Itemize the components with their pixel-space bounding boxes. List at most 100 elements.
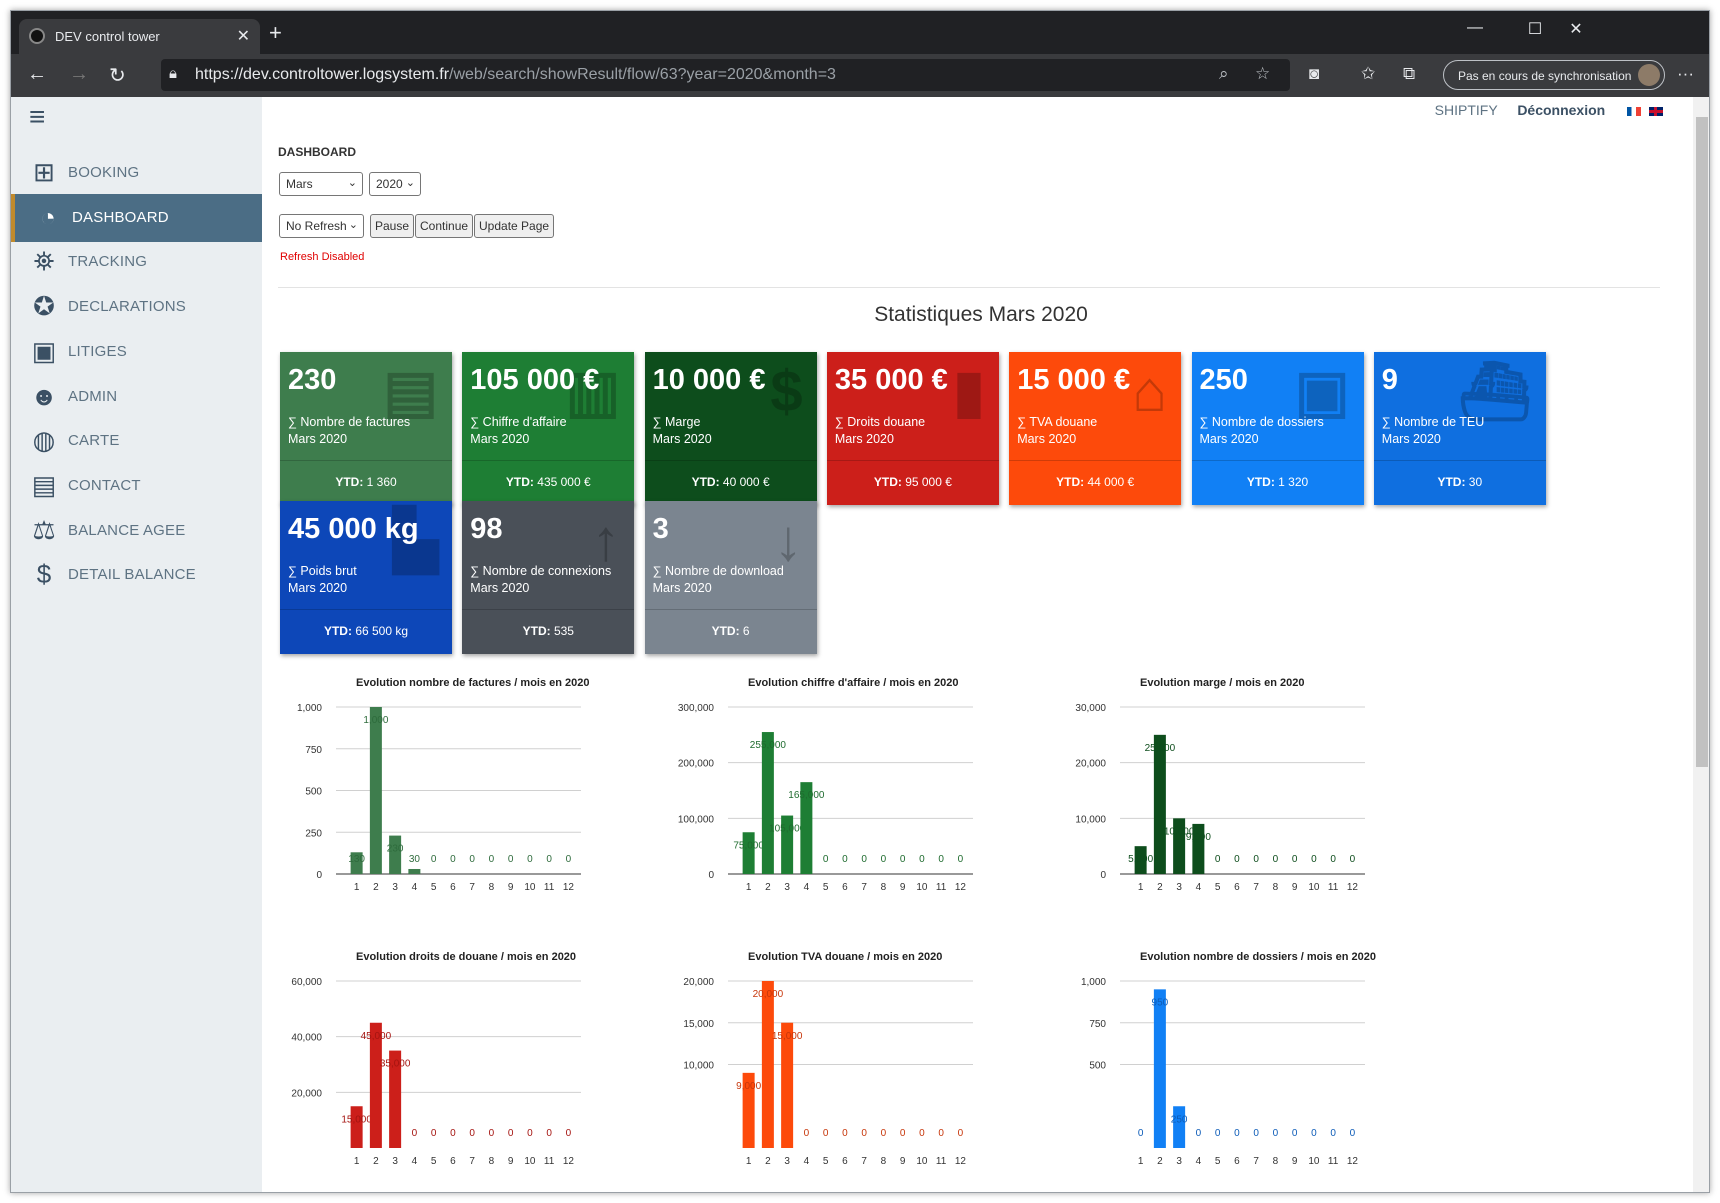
ytd-label: YTD:	[873, 475, 902, 489]
uk-flag-icon[interactable]	[1649, 106, 1663, 116]
ytd-label: YTD:	[1056, 475, 1085, 489]
update-page-button[interactable]: Update Page	[474, 214, 555, 238]
x-tick-label: 3	[784, 1156, 790, 1167]
bar-value-label: 0	[1350, 854, 1356, 865]
bar	[350, 852, 363, 874]
maximize-icon[interactable]: ☐	[1527, 21, 1543, 38]
more-menu-icon[interactable]: ···	[1677, 64, 1694, 83]
month-select[interactable]: Mars ⌄	[279, 172, 363, 196]
ytd-value: 30	[1468, 475, 1483, 489]
bar-value-label: 0	[919, 1128, 925, 1139]
bar-value-label: 0	[881, 854, 887, 865]
ytd-value: 435 000 €	[537, 475, 591, 489]
sidebar-item-label: CARTE	[68, 432, 120, 450]
pause-button[interactable]: Pause	[370, 214, 415, 238]
sidebar-item-detail-balance[interactable]: $ DETAIL BALANCE	[11, 551, 262, 599]
sidebar-item-contact[interactable]: ▤ CONTACT	[11, 462, 262, 510]
stat-ytd: YTD: 435 000 €	[462, 460, 635, 505]
page-scrollbar[interactable]	[1693, 97, 1709, 1192]
x-tick-label: 4	[804, 1156, 810, 1167]
bar-value-label: 20,000	[753, 989, 784, 1000]
x-tick-label: 1	[354, 882, 360, 893]
sidebar-item-tracking[interactable]: ⛯ TRACKING	[11, 238, 262, 286]
chart-title: Evolution droits de douane / mois en 202…	[356, 951, 577, 963]
ytd-label: YTD:	[335, 475, 364, 489]
bar-value-label: 0	[1311, 1128, 1317, 1139]
sidebar-item-booking[interactable]: ⊞ BOOKING	[11, 149, 262, 197]
logout-link[interactable]: Déconnexion	[1517, 102, 1606, 118]
browser-tab[interactable]: DEV control tower ✕	[19, 19, 260, 54]
close-window-icon[interactable]: ✕	[1569, 21, 1583, 38]
extension-icon[interactable]: ◙	[1309, 64, 1320, 83]
x-tick-label: 1	[354, 1156, 360, 1167]
stat-value: 15 000 €	[1017, 364, 1131, 396]
forward-icon[interactable]: →	[69, 63, 89, 85]
stat-period: Mars 2020	[470, 432, 530, 446]
favorites-icon[interactable]: ✩	[1361, 64, 1376, 83]
year-select[interactable]: 2020 ⌄	[369, 172, 421, 196]
close-tab-icon[interactable]: ✕	[236, 28, 250, 45]
x-tick-label: 1	[1138, 882, 1144, 893]
bar-value-label: 45,000	[361, 1031, 392, 1042]
url-host: https://dev.controltower.logsystem.fr	[195, 66, 450, 83]
chart-title: Evolution marge / mois en 2020	[1140, 677, 1305, 689]
collections-icon[interactable]: ⧉	[1403, 64, 1416, 83]
bar-value-label: 0	[412, 1128, 418, 1139]
refresh-select[interactable]: No Refresh ⌄	[279, 214, 364, 238]
bar-value-label: 0	[489, 854, 495, 865]
favorite-star-icon[interactable]: ☆	[1255, 64, 1271, 83]
bar	[781, 815, 794, 874]
reload-icon[interactable]: ↻	[109, 65, 126, 87]
x-tick-label: 5	[823, 1156, 829, 1167]
continue-button[interactable]: Continue	[415, 214, 474, 238]
bar-value-label: 105,000	[769, 824, 806, 835]
bar	[761, 732, 774, 874]
back-icon[interactable]: ←	[27, 63, 47, 85]
scrollbar-thumb[interactable]	[1696, 117, 1708, 767]
bar-value-label: 0	[1234, 854, 1240, 865]
sidebar-item-admin[interactable]: ☻ ADMIN	[11, 373, 262, 421]
minimize-icon[interactable]: —	[1467, 19, 1483, 36]
y-tick-label: 500	[1089, 1061, 1106, 1072]
x-tick-label: 9	[508, 1156, 514, 1167]
y-tick-label: 0	[1100, 870, 1106, 881]
address-bar[interactable]: 🔒︎ https://dev.controltower.logsystem.fr…	[161, 59, 1290, 91]
zoom-icon[interactable]: ⌕	[1219, 64, 1229, 83]
stat-label: ∑ Chiffre d'affaire	[470, 415, 567, 429]
bar-value-label: 0	[1330, 854, 1336, 865]
sidebar-item-carte[interactable]: ◍ CARTE	[11, 417, 262, 465]
sidebar-item-declarations[interactable]: ✪ DECLARATIONS	[11, 283, 262, 331]
y-tick-label: 0	[316, 870, 322, 881]
bar-value-label: 0	[527, 854, 533, 865]
stat-period: Mars 2020	[288, 432, 348, 446]
y-tick-label: 10,000	[1075, 814, 1106, 825]
sidebar-item-litiges[interactable]: ▣ LITIGES	[11, 328, 262, 376]
bar-value-label: 25,000	[1145, 743, 1176, 754]
x-tick-label: 4	[1196, 882, 1202, 893]
bar-value-label: 15,000	[341, 1114, 372, 1125]
bar	[1153, 989, 1166, 1148]
french-flag-icon[interactable]	[1627, 106, 1642, 116]
stat-value: 45 000 kg	[288, 513, 419, 545]
sidebar-item-dashboard[interactable]: ◔ DASHBOARD	[11, 193, 262, 242]
stat-ytd: YTD: 95 000 €	[826, 460, 999, 505]
sidebar-item-label: BALANCE AGEE	[68, 521, 186, 539]
y-tick-label: 60,000	[291, 977, 322, 988]
new-tab-icon[interactable]: +	[269, 20, 282, 45]
sidebar-item-label: CONTACT	[68, 476, 141, 494]
hamburger-menu-icon[interactable]: ≡	[29, 101, 46, 132]
bar-value-label: 0	[1292, 854, 1298, 865]
bar-chart: 0 100,000 200,000 300,000 75,000 1 255,000 2 105…	[668, 677, 1048, 937]
sidebar-item-balance-agee[interactable]: ⚖ BALANCE AGEE	[11, 507, 262, 555]
stat-card: ▙ 45 000 kg ∑ Poids brut Mars 2020 YTD: 66 5…	[280, 501, 452, 654]
stat-card: ▮ 35 000 € ∑ Droits douane Mars 2020 YTD: 95…	[826, 352, 999, 505]
sync-button[interactable]: Pas en cours de synchronisation	[1443, 60, 1665, 90]
x-tick-label: 12	[563, 1156, 575, 1167]
bar-value-label: 0	[508, 854, 514, 865]
bar-value-label: 5,000	[1128, 854, 1153, 865]
shiptify-link[interactable]: SHIPTIFY	[1434, 102, 1498, 118]
browser-toolbar: ← → ↻ 🔒︎ https://dev.controltower.logsys…	[11, 54, 1709, 97]
stat-value: 98	[470, 513, 503, 545]
y-tick-label: 500	[305, 787, 322, 798]
box-icon: ▣	[31, 335, 57, 366]
